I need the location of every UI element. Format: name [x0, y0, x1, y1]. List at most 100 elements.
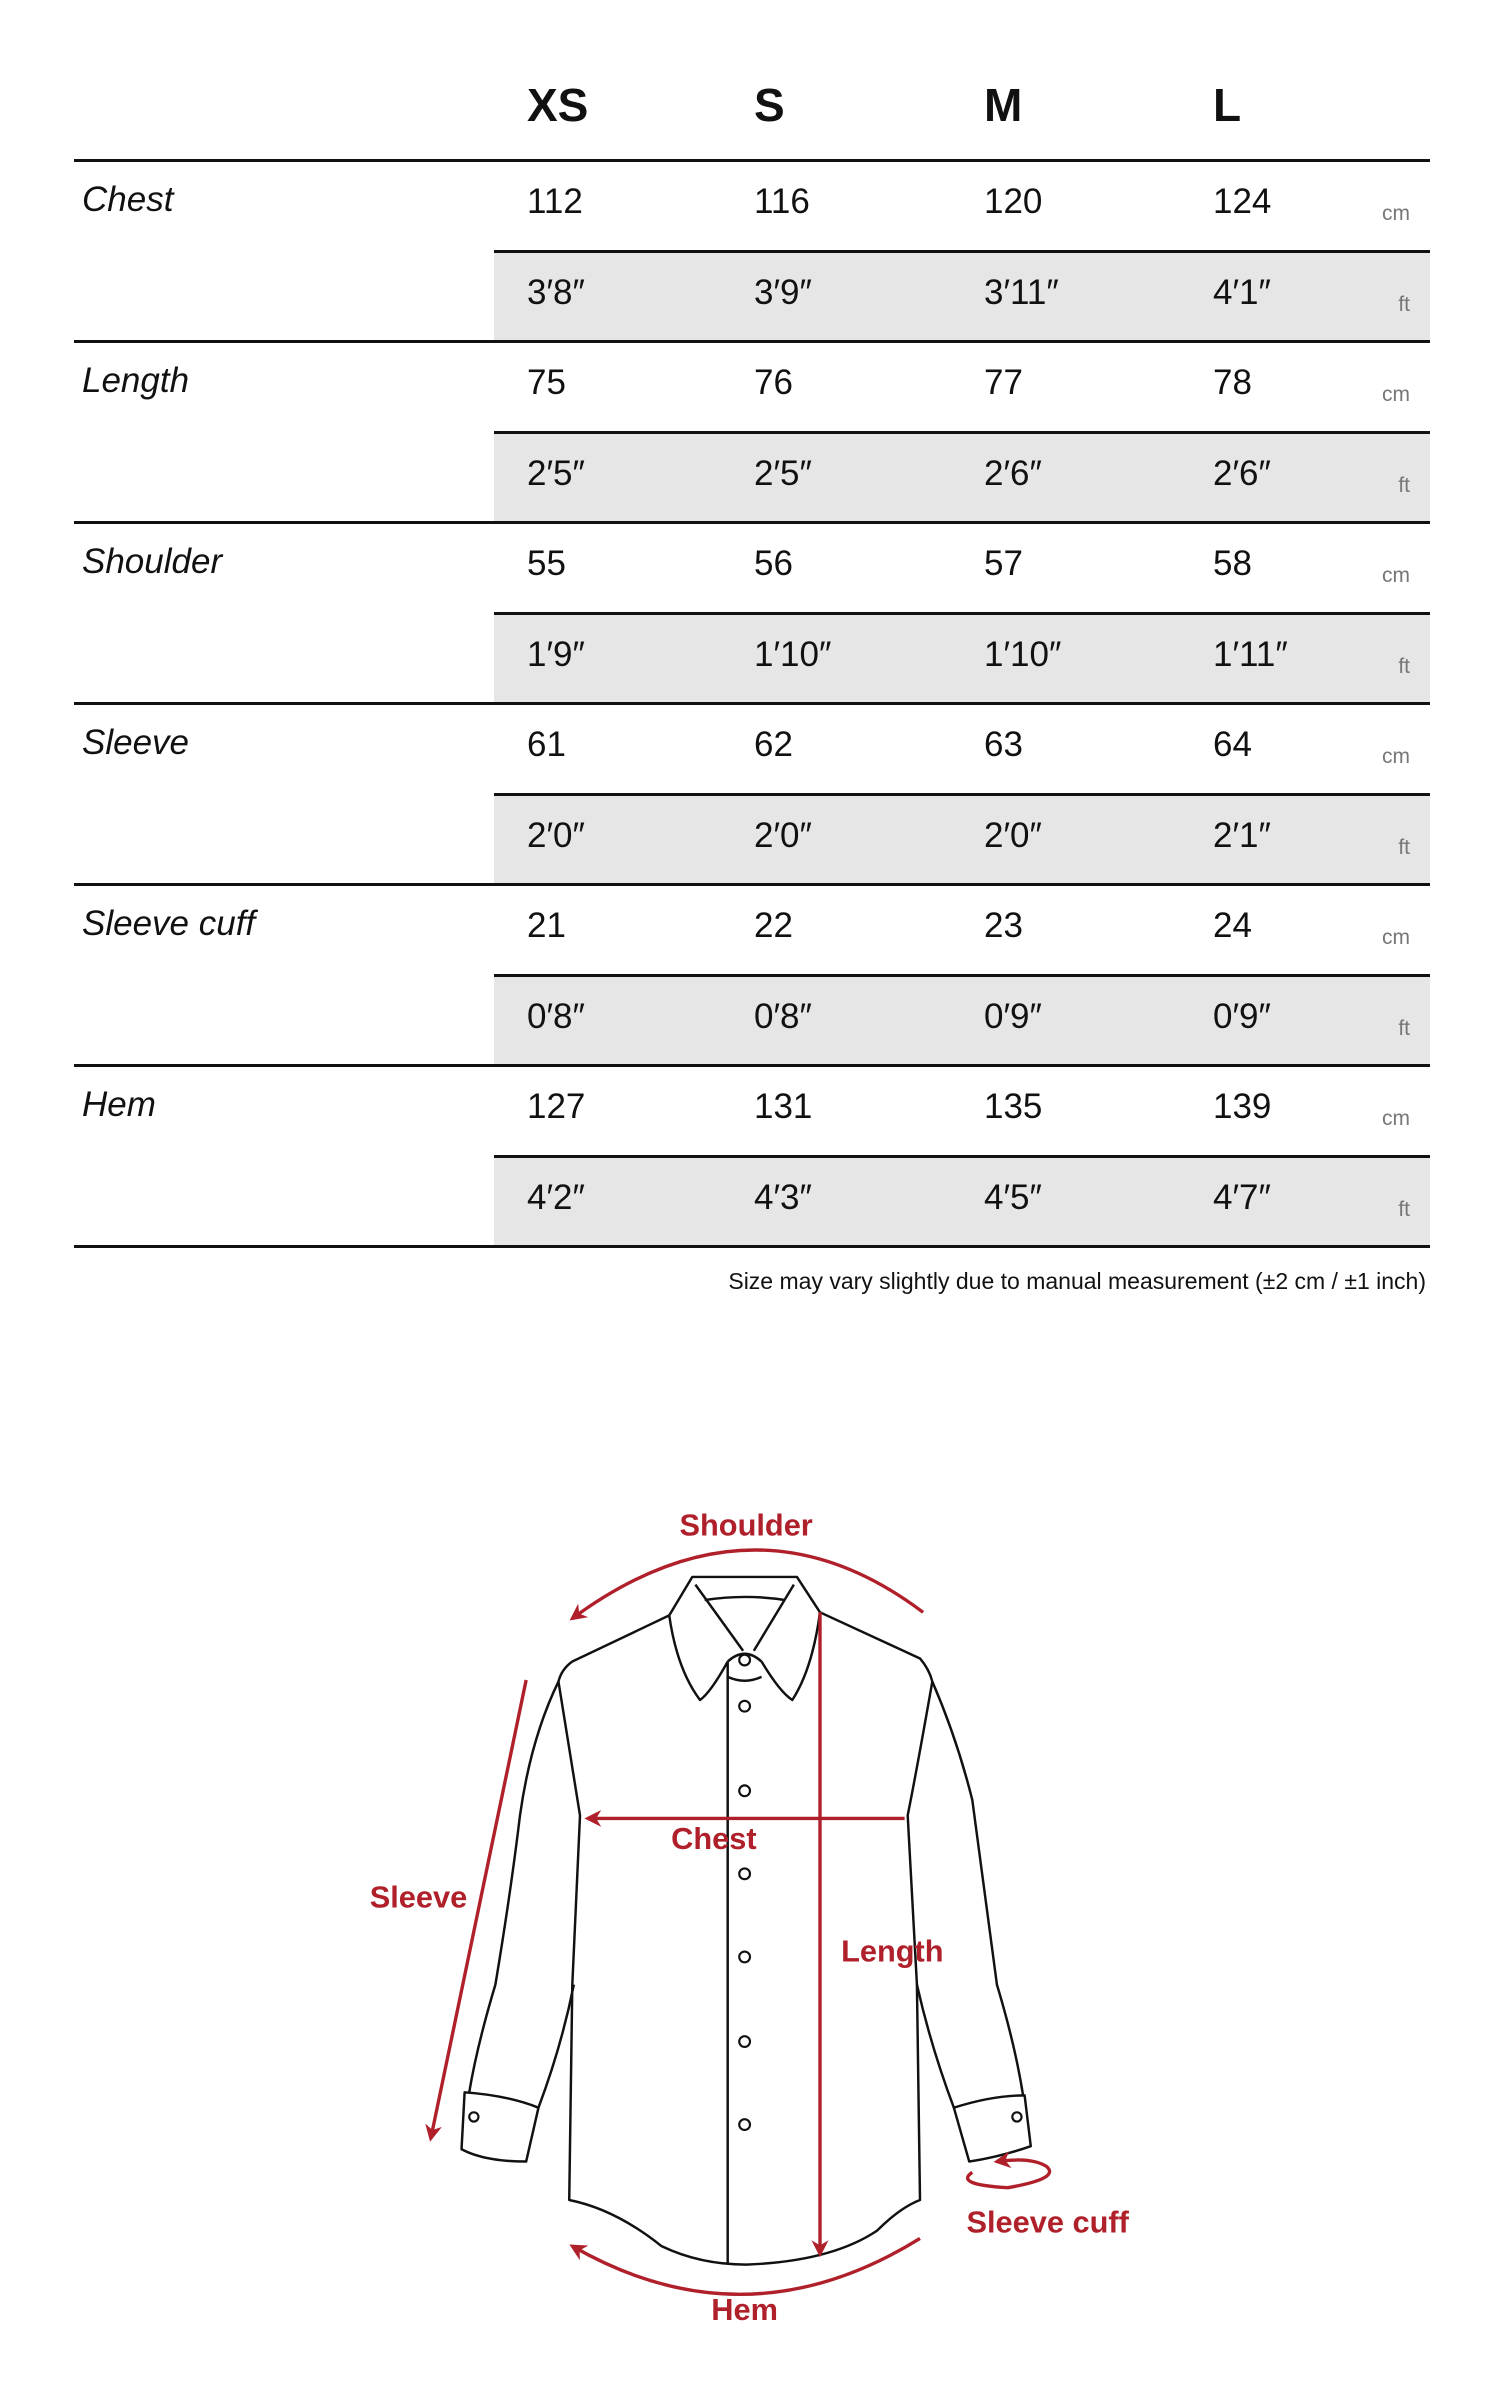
- unit-ft: ft: [1398, 473, 1410, 497]
- row-divider: [74, 883, 1430, 886]
- shirt-outline: [460, 1575, 1032, 2266]
- hem-label: Hem: [711, 2292, 778, 2327]
- row-divider: [74, 159, 1430, 162]
- row-label: Sleeve: [82, 723, 190, 762]
- row-label: Length: [82, 361, 190, 400]
- row-divider: [74, 702, 1430, 705]
- unit-ft: ft: [1398, 835, 1410, 859]
- ft-value: 0′9″: [984, 996, 1042, 1036]
- ft-value: 1′10″: [984, 634, 1062, 674]
- imperial-row-bg: [494, 793, 1430, 884]
- chest-label: Chest: [671, 1821, 756, 1856]
- unit-divider: [494, 430, 1430, 434]
- cm-value: 78: [1213, 363, 1252, 402]
- shoulder-arrow: [569, 1548, 925, 1621]
- size-header-s: S: [754, 79, 785, 131]
- cm-value: 63: [984, 725, 1023, 764]
- measurement-note: Size may vary slightly due to manual mea…: [728, 1268, 1426, 1294]
- cm-value: 124: [1213, 182, 1272, 221]
- ft-value: 0′8″: [754, 996, 812, 1036]
- cm-value: 57: [984, 544, 1023, 583]
- size-header-xs: XS: [527, 79, 589, 131]
- row-label: Shoulder: [82, 542, 223, 581]
- unit-divider: [494, 611, 1430, 615]
- cuff-arrow: [965, 2151, 1052, 2190]
- imperial-row-bg: [494, 974, 1430, 1065]
- ft-value: 3′8″: [527, 272, 585, 312]
- row-label: Hem: [82, 1085, 156, 1124]
- ft-value: 0′8″: [527, 996, 585, 1036]
- unit-cm: cm: [1382, 1107, 1410, 1130]
- ft-value: 2′5″: [754, 453, 812, 493]
- ft-value: 2′1″: [1213, 815, 1271, 855]
- size-header-m: M: [984, 79, 1023, 131]
- ft-value: 2′6″: [984, 453, 1042, 493]
- unit-divider: [494, 973, 1430, 977]
- cm-value: 24: [1213, 906, 1252, 945]
- imperial-row-bg: [494, 612, 1430, 703]
- ft-value: 2′6″: [1213, 453, 1271, 493]
- unit-ft: ft: [1398, 1016, 1410, 1040]
- cm-value: 139: [1213, 1087, 1272, 1126]
- cm-value: 61: [527, 725, 566, 764]
- row-label: Chest: [82, 180, 174, 219]
- cm-value: 75: [527, 363, 566, 402]
- row-divider: [74, 521, 1430, 524]
- row-divider: [74, 340, 1430, 343]
- cm-value: 21: [527, 906, 566, 945]
- ft-value: 0′9″: [1213, 996, 1271, 1036]
- cm-value: 116: [754, 182, 810, 221]
- ft-value: 4′1″: [1213, 272, 1271, 312]
- ft-value: 2′0″: [754, 815, 812, 855]
- unit-divider: [494, 1154, 1430, 1158]
- unit-cm: cm: [1382, 564, 1410, 587]
- imperial-row-bg: [494, 250, 1430, 341]
- ft-value: 4′3″: [754, 1177, 812, 1217]
- cm-value: 64: [1213, 725, 1252, 764]
- sleeve-label: Sleeve: [370, 1880, 467, 1915]
- ft-value: 2′0″: [527, 815, 585, 855]
- ft-value: 4′7″: [1213, 1177, 1271, 1217]
- cm-value: 131: [754, 1087, 813, 1126]
- length-label: Length: [841, 1934, 943, 1969]
- row-divider: [74, 1064, 1430, 1067]
- row-label: Sleeve cuff: [82, 904, 256, 943]
- ft-value: 2′5″: [527, 453, 585, 493]
- cm-value: 112: [527, 182, 583, 221]
- ft-value: 1′11″: [1213, 634, 1288, 674]
- unit-cm: cm: [1382, 745, 1410, 768]
- ft-value: 3′9″: [754, 272, 812, 312]
- unit-divider: [494, 792, 1430, 796]
- ft-value: 1′10″: [754, 634, 832, 674]
- cm-value: 58: [1213, 544, 1252, 583]
- imperial-row-bg: [494, 1155, 1430, 1246]
- unit-cm: cm: [1382, 383, 1410, 406]
- size-header-l: L: [1213, 79, 1242, 131]
- ft-value: 1′9″: [527, 634, 585, 674]
- unit-cm: cm: [1382, 926, 1410, 949]
- ft-value: 4′5″: [984, 1177, 1042, 1217]
- cm-value: 77: [984, 363, 1023, 402]
- unit-ft: ft: [1398, 654, 1410, 678]
- unit-ft: ft: [1398, 1197, 1410, 1221]
- ft-value: 3′11″: [984, 272, 1059, 312]
- table-bottom-line: [74, 1245, 1430, 1248]
- unit-ft: ft: [1398, 292, 1410, 316]
- cm-value: 55: [527, 544, 566, 583]
- sleeve-arrow: [425, 1679, 528, 2142]
- imperial-row-bg: [494, 431, 1430, 522]
- cm-value: 127: [527, 1087, 586, 1126]
- hem-arrow: [569, 2237, 921, 2296]
- ft-value: 4′2″: [527, 1177, 585, 1217]
- cm-value: 23: [984, 906, 1023, 945]
- cm-value: 135: [984, 1087, 1043, 1126]
- cm-value: 62: [754, 725, 793, 764]
- cm-value: 120: [984, 182, 1043, 221]
- shirt-buttons: [468, 1653, 1023, 2132]
- cm-value: 76: [754, 363, 793, 402]
- ft-value: 2′0″: [984, 815, 1042, 855]
- sleeve-cuff-label: Sleeve cuff: [967, 2204, 1130, 2239]
- unit-divider: [494, 249, 1430, 253]
- cm-value: 22: [754, 906, 793, 945]
